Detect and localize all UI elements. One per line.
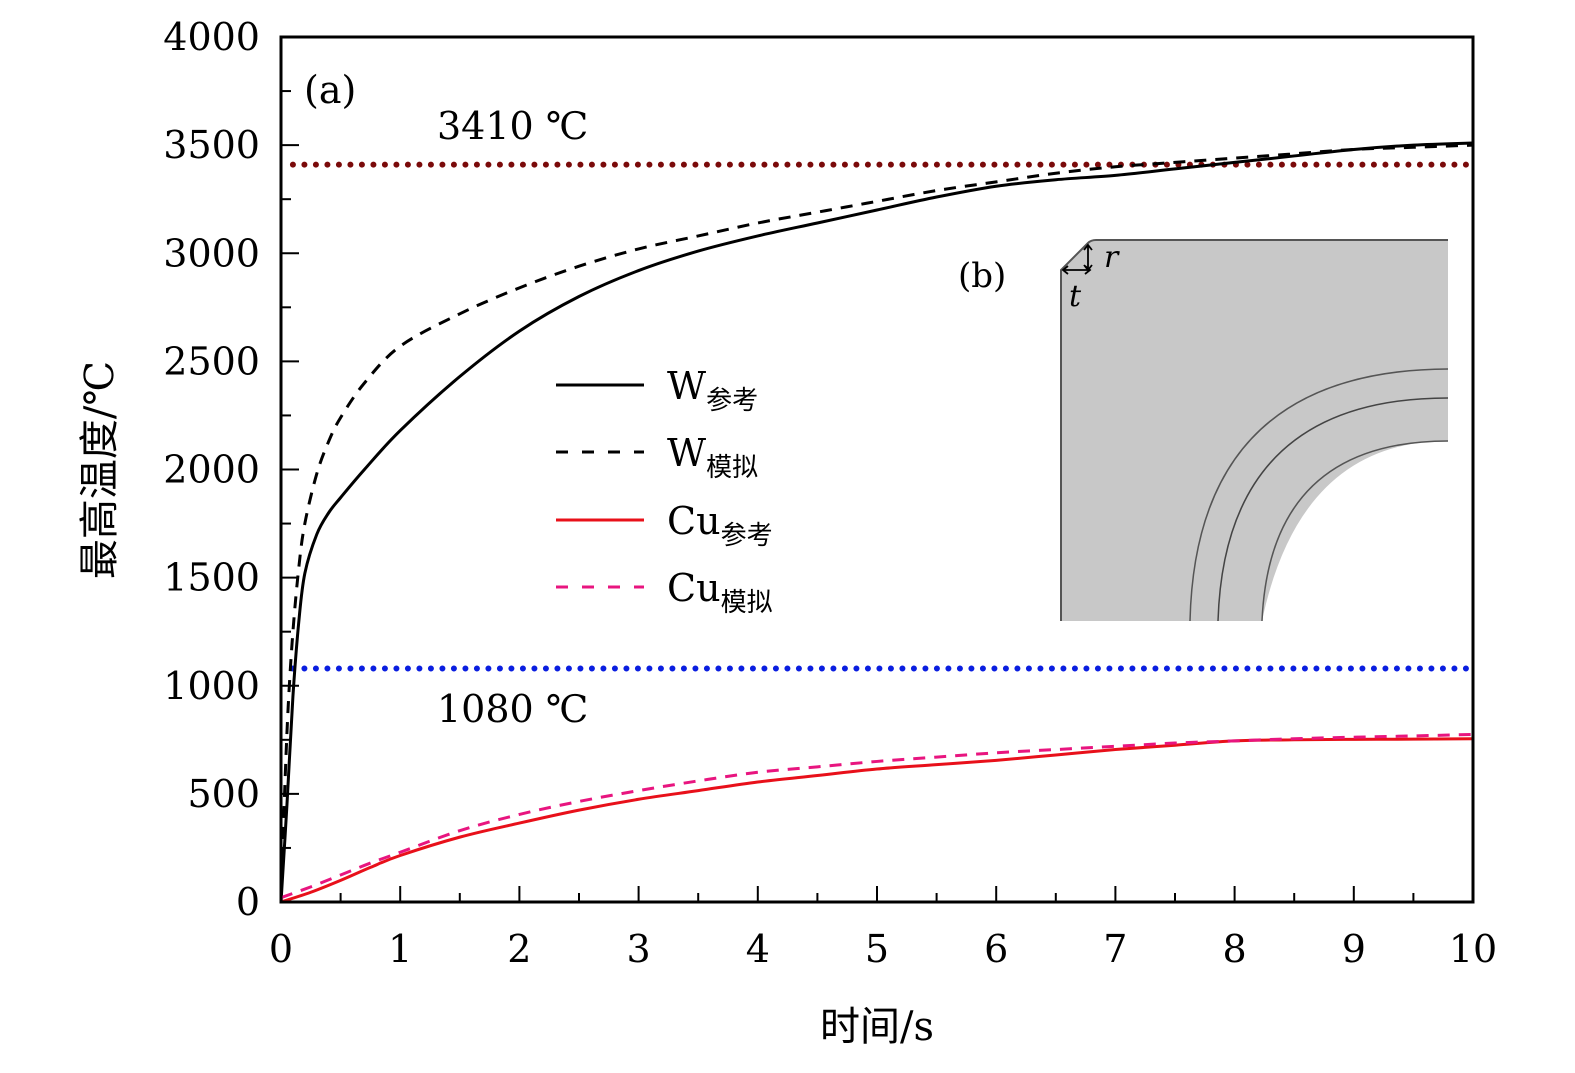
y-tick-label: 0 <box>236 880 260 924</box>
x-tick-label: 4 <box>746 927 770 971</box>
x-tick-label: 10 <box>1449 927 1497 971</box>
x-tick-label: 6 <box>984 927 1008 971</box>
y-axis-title: 最高温度/℃ <box>77 361 123 579</box>
x-tick-label: 0 <box>269 927 293 971</box>
inset-outline <box>1060 239 1448 621</box>
x-tick-label: 1 <box>388 927 412 971</box>
reference-lines <box>289 161 1476 672</box>
y-tick-label: 1500 <box>163 556 260 600</box>
y-tick-label: 2000 <box>163 448 260 492</box>
x-tick-label: 7 <box>1103 927 1127 971</box>
x-tick-label: 8 <box>1223 927 1247 971</box>
x-axis-title: 时间/s <box>820 1004 934 1050</box>
y-tick-label: 2500 <box>163 339 260 383</box>
legend: W参考 W模拟 Cu参考 Cu模拟 <box>556 364 773 618</box>
y-tick-label: 500 <box>187 772 260 816</box>
annotation-1080: 1080 ℃ <box>437 687 588 731</box>
y-tick-label: 1000 <box>163 664 260 708</box>
y-tick-label: 3500 <box>163 123 260 167</box>
y-tick-label: 3000 <box>163 231 260 275</box>
legend-label: W模拟 <box>667 431 758 483</box>
inset-arc-inner <box>1261 440 1449 622</box>
legend-label: Cu模拟 <box>667 566 773 618</box>
x-tick-label: 2 <box>507 927 531 971</box>
annotation-3410: 3410 ℃ <box>437 104 588 148</box>
inset-panel-b: (b) r t <box>958 239 1449 622</box>
series-line-3 <box>280 732 1474 900</box>
x-tick-label: 3 <box>627 927 651 971</box>
series-group <box>279 141 1474 904</box>
y-tick-label: 4000 <box>163 15 260 59</box>
inset-dim-r: r <box>1104 240 1120 275</box>
legend-label: W参考 <box>667 364 758 416</box>
y-axis: 0 500 1000 1500 2000 2500 3000 3500 4000 <box>163 15 299 924</box>
x-axis: 0 1 2 3 4 5 6 7 8 9 10 <box>269 886 1497 971</box>
series-line-1 <box>279 143 1474 903</box>
inset-dim-t: t <box>1069 279 1082 314</box>
x-tick-label: 5 <box>865 927 889 971</box>
x-tick-label: 9 <box>1342 927 1366 971</box>
series-line-0 <box>279 141 1474 903</box>
inset-arc-middle <box>1217 397 1449 622</box>
series-line-2 <box>280 737 1474 904</box>
dimension-arrow-r <box>1083 243 1093 272</box>
legend-label: Cu参考 <box>667 499 773 551</box>
inset-panel-label: (b) <box>958 256 1006 296</box>
panel-label-a: (a) <box>304 68 356 112</box>
inset-shape <box>1061 240 1448 621</box>
inset-arc-outer <box>1189 368 1449 622</box>
